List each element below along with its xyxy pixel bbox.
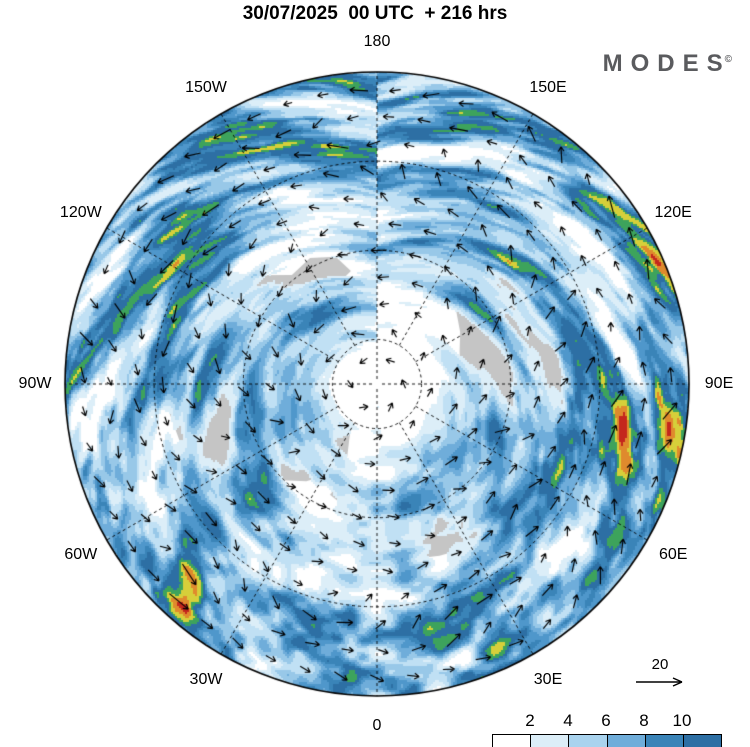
lon-label-90e: 90E	[704, 375, 734, 392]
colorbar-segment	[568, 735, 607, 747]
lon-label-60e: 60E	[658, 546, 688, 563]
colorbar-segment	[493, 735, 531, 747]
lon-label-30e: 30E	[533, 671, 563, 689]
modes-logo-text: MODES	[602, 50, 731, 77]
colorbar-tick-label: 8	[639, 711, 649, 730]
lon-label-30w: 30W	[189, 671, 223, 689]
lon-label-150w: 150W	[185, 78, 227, 96]
colorbar-gradient-bar	[492, 734, 722, 747]
arrow-icon	[636, 677, 683, 687]
colorbar-tick-label: 4	[563, 711, 573, 730]
reference-arrow-label: 20	[651, 656, 669, 673]
copyright-icon: ©	[724, 54, 732, 65]
colorbar-segment	[530, 735, 569, 747]
colorbar-segment	[644, 735, 683, 747]
lon-label-0: 0	[372, 717, 382, 734]
colorbar-tick-label: 6	[601, 711, 611, 730]
lon-label-90w: 90W	[18, 375, 52, 392]
lon-label-150e: 150E	[529, 78, 567, 96]
lon-label-180: 180	[363, 33, 391, 50]
lon-label-60w: 60W	[64, 546, 98, 563]
colorbar: 2 4 6 8 10	[492, 711, 722, 747]
lon-label-120e: 120E	[654, 204, 692, 221]
colorbar-segment	[682, 735, 722, 747]
colorbar-tick-label: 2	[525, 711, 535, 730]
colorbar-segment	[606, 735, 645, 747]
page-title: 30/07/2025 00 UTC + 216 hrs	[242, 3, 508, 24]
modes-logo: MODES©	[603, 50, 732, 78]
colorbar-tick-label: 10	[672, 711, 692, 730]
lon-label-120w: 120W	[59, 204, 102, 221]
reference-arrow: 20	[628, 656, 692, 696]
